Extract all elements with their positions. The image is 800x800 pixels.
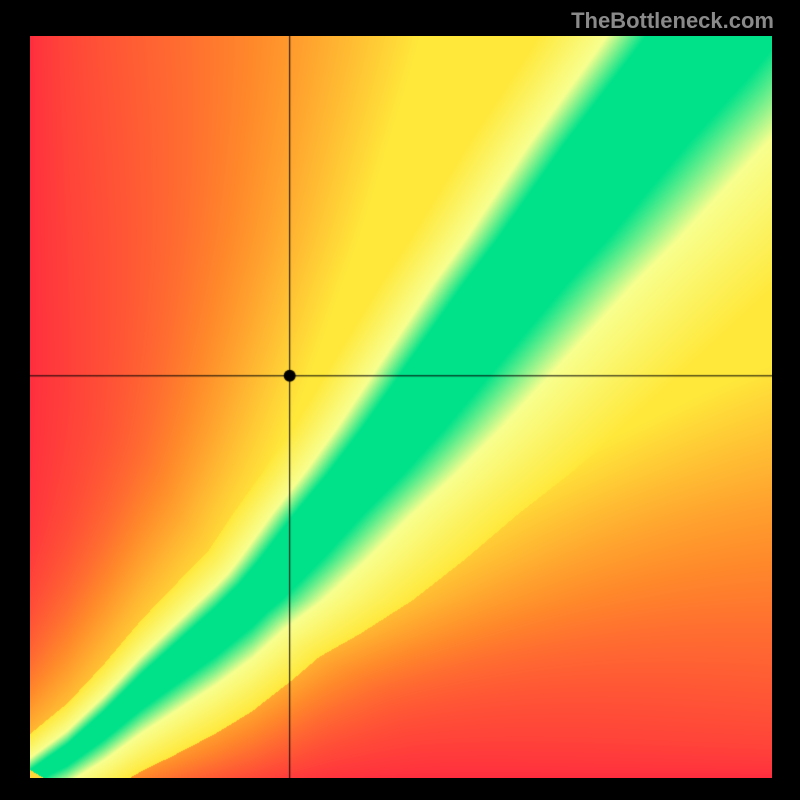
heatmap-chart: [30, 36, 772, 778]
heatmap-canvas: [30, 36, 772, 778]
watermark-text: TheBottleneck.com: [571, 8, 774, 34]
figure-container: TheBottleneck.com: [0, 0, 800, 800]
